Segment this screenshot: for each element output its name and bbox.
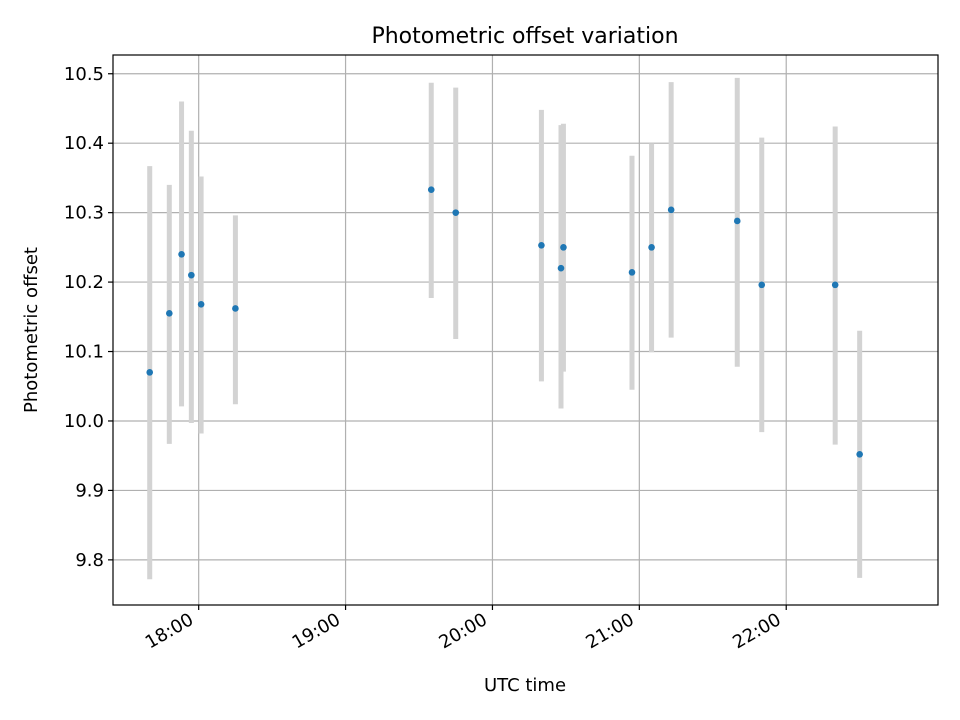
data-point: [427, 186, 435, 194]
data-point: [178, 251, 185, 258]
data-point: [557, 264, 565, 272]
data-point: [188, 271, 195, 279]
y-tick-label: 10.0: [64, 411, 104, 432]
data-point: [733, 217, 741, 225]
data-points: [146, 186, 863, 458]
data-point: [166, 310, 173, 317]
x-axis-label: UTC time: [484, 675, 566, 696]
data-point: [560, 244, 567, 251]
y-tick-label: 10.4: [64, 133, 104, 154]
data-point: [452, 209, 460, 216]
chart-title: Photometric offset variation: [371, 24, 678, 49]
y-tick-label: 10.2: [64, 272, 104, 293]
data-point: [667, 206, 675, 214]
y-tick-label: 9.9: [75, 480, 104, 501]
y-tick-label: 9.8: [75, 550, 104, 571]
data-point: [197, 301, 205, 308]
data-point: [856, 451, 863, 458]
data-point: [232, 305, 239, 312]
plot-frame: [112, 54, 939, 606]
data-point: [628, 269, 636, 276]
data-point: [648, 244, 655, 251]
grid: [113, 55, 938, 605]
y-tick-label: 10.3: [64, 203, 104, 224]
data-point: [146, 369, 154, 376]
data-point: [538, 241, 545, 249]
data-point: [758, 281, 766, 289]
y-tick-label: 10.5: [64, 64, 104, 85]
data-point: [831, 281, 839, 289]
y-tick-label: 10.1: [64, 342, 104, 363]
y-axis-label: Photometric offset: [21, 247, 42, 413]
